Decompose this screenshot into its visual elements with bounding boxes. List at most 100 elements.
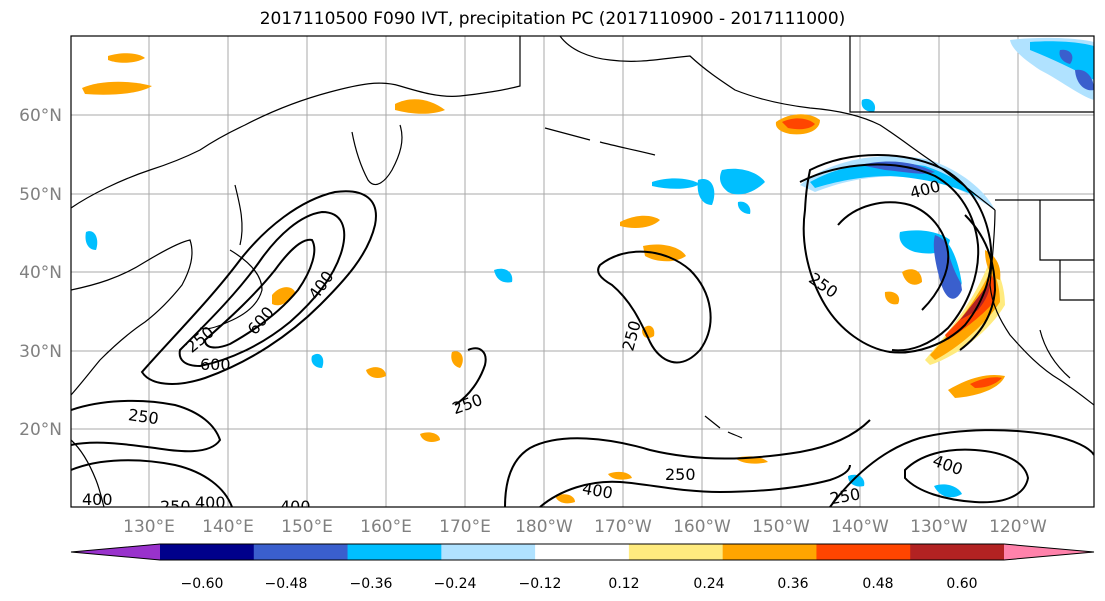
hawaii-islands [704,415,743,439]
negative-precip-area [652,178,700,189]
positive-precip-area [642,325,655,338]
positive-precip-area [970,377,1002,388]
ivt-contour-250-japan [140,190,377,385]
negative-precip-area [720,168,765,195]
positive-precip-area [555,494,575,504]
negative-precip-area [85,231,98,250]
lat-label-30n: 30°N [19,342,62,362]
contour-label: 250 [665,465,696,484]
colorbar-cell [535,544,630,560]
contour-label: 400 [195,493,226,512]
colorbar-cell [722,544,817,560]
negative-precip-area [737,201,751,214]
philippines-coastline [71,439,105,507]
ivt-contour-250-tropics [504,419,871,507]
contour-label: 400 [82,490,113,509]
ivt-contours [71,154,1094,507]
colorbar-tick-label: −0.12 [519,576,562,592]
colorbar-tick-label: −0.60 [181,576,224,592]
ivt-contour-400-inner [959,214,997,351]
lon-label: 130°E [123,517,175,537]
colorbar-tick-label: 0.48 [862,576,893,592]
positive-precip-area [643,244,686,262]
positive-precip-area [108,53,145,63]
colorbar-cell [441,544,536,560]
negative-precip-band [810,162,980,198]
colorbar-cell [253,544,349,560]
aleutian-islands [544,127,656,156]
positive-precip-core [960,282,990,320]
colorbar-tick-label: 0.60 [946,576,977,592]
positive-precip-area [451,351,463,368]
positive-precip-area [395,99,445,114]
kamchatka-coastline [351,124,403,185]
positive-precip-area [608,471,632,480]
baja-coastline [1039,329,1071,379]
sakhalin-coastline [234,184,243,246]
lon-label: 170°W [594,517,652,537]
negative-precip-area [1075,69,1094,91]
colorbar-tick-label: −0.24 [434,576,477,592]
colorbar-cell [160,544,255,560]
colorbar-cell [816,544,911,560]
lon-label: 130°W [910,517,968,537]
positive-precip-area [272,287,295,306]
ivt-contour-250-western [71,399,222,453]
positive-precip-area [884,291,900,305]
korea-china-coastline [71,239,193,396]
graticule [71,36,1094,507]
contour-label: 250 [828,484,861,508]
ivt-contour-400-japan [178,210,346,368]
lat-label-50n: 50°N [19,185,62,205]
map-title: 2017110500 F090 IVT, precipitation PC (2… [259,9,846,29]
colorbar-outline [70,543,1095,561]
colorbar-tick-label: −0.48 [265,576,308,592]
lat-label-60n: 60°N [19,106,62,126]
lon-label: 140°W [831,517,889,537]
lat-label-20n: 20°N [19,420,62,440]
alaska-coastline [559,36,996,211]
ivt-contour-400-tropics [539,464,851,507]
colorbar-cell [347,544,442,560]
colorbar-tick-label: 0.36 [777,576,808,592]
lon-label: 160°W [673,517,731,537]
negative-precip-area [861,98,876,112]
negative-precip-area [945,240,962,285]
ivt-contour-250-central [597,250,712,364]
positive-precip-area [902,269,922,285]
us-canada-border [849,36,1094,201]
negative-precip-area [848,474,865,487]
ivt-contour-250-inner [837,201,950,311]
positive-precip-area [782,118,815,130]
lon-label: 170°E [439,517,491,537]
lon-label: 150°E [281,517,333,537]
negative-precip-area [311,353,324,368]
colorbar-cell [910,544,1005,560]
contour-label: 250 [160,497,191,516]
lon-label: 120°W [989,517,1047,537]
ivt-contour-600-japan [203,238,316,349]
positive-precip-area [620,215,660,228]
colorbar-cell [628,544,724,560]
negative-precip-area [934,484,962,498]
lat-label-40n: 40°N [19,263,62,283]
contour-label: 250 [127,405,160,428]
precip-shading [82,37,1094,504]
longitude-labels: 130°E 140°E 150°E 160°E 170°E 180°W 170°… [123,517,1047,537]
asia-coastline [71,36,521,209]
colorbar-lower-extension [71,544,160,560]
colorbar [70,543,1095,561]
ivt-contour-250-east [802,154,993,354]
colorbar-ticks: −0.60 −0.48 −0.36 −0.24 −0.12 0.12 0.24 … [181,576,978,592]
negative-precip-area [1059,49,1073,64]
us-state-borders [1039,200,1094,301]
map-border [70,35,1095,508]
ivt-contour-400-east [799,163,980,352]
negative-precip-area [494,268,513,283]
colorbar-tick-label: 0.24 [693,576,724,592]
colorbar-tick-label: 0.12 [608,576,639,592]
colorbar-tick-label: −0.36 [350,576,393,592]
negative-precip-area [697,179,715,205]
lon-label: 180°W [515,517,573,537]
